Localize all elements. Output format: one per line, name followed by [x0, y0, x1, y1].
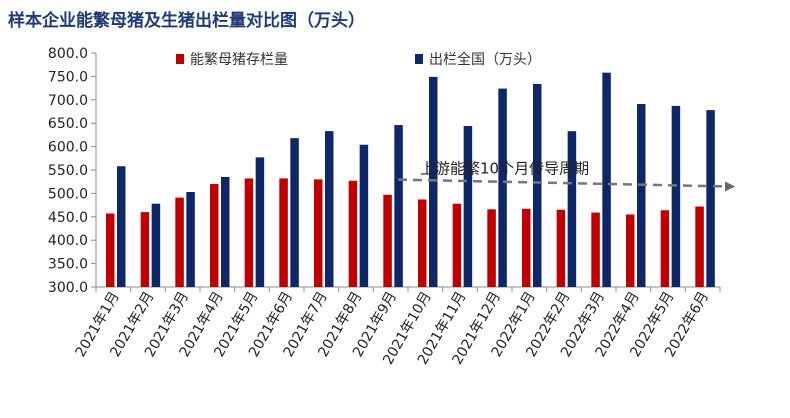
y-tick-label: 600.0	[48, 140, 88, 156]
sow-inventory-bar	[487, 209, 496, 287]
y-tick-label: 800.0	[48, 46, 88, 62]
hog-output-bar	[602, 72, 611, 287]
x-axis: 2021年1月2021年2月2021年3月2021年4月2021年5月2021年…	[73, 286, 721, 368]
hog-output-bar	[671, 105, 681, 287]
hog-output-bar	[186, 191, 195, 287]
bars	[106, 72, 715, 288]
sow-inventory-bar	[418, 199, 427, 287]
y-axis: 300.0 350.0 400.0 450.0 500.0 550.0 600.0 650.0…	[48, 46, 97, 296]
hog-output-bar	[567, 131, 577, 287]
legend-swatch	[176, 54, 184, 64]
hog-output-bar	[359, 144, 369, 287]
hog-output-bar	[325, 131, 334, 287]
hog-output-bar	[463, 126, 473, 288]
legend-label: 能繁母猪存栏量	[190, 52, 288, 68]
sow-inventory-bar	[244, 178, 254, 287]
sow-inventory-bar	[626, 214, 635, 287]
sow-inventory-bar	[695, 206, 704, 287]
hog-output-bar	[290, 138, 299, 287]
y-tick-label: 300.0	[48, 280, 88, 296]
annotation-label: 上游能繁10个月传导周期	[420, 160, 589, 178]
sow-inventory-bar	[452, 203, 462, 287]
hog-output-bar	[637, 104, 646, 288]
y-tick-label: 750.0	[48, 69, 88, 85]
sow-inventory-bar	[106, 213, 115, 287]
chart-title: 样本企业能繁母猪及生猪出栏量对比图（万头）	[8, 10, 365, 31]
hog-output-bar	[255, 157, 265, 287]
y-tick-label: 500.0	[48, 186, 88, 202]
annotation: 上游能繁10个月传导周期	[397, 160, 735, 192]
sow-inventory-bar	[140, 212, 150, 287]
sow-inventory-bar	[660, 210, 670, 287]
hog-output-bar	[221, 177, 230, 287]
hog-output-bar	[498, 88, 507, 288]
y-tick-label: 400.0	[48, 233, 88, 249]
y-tick-label: 700.0	[48, 93, 88, 109]
sow-inventory-bar	[556, 209, 566, 287]
hog-output-bar	[151, 203, 161, 287]
sow-inventory-bar	[175, 197, 184, 287]
hog-output-bar	[706, 110, 715, 287]
legend-swatch	[415, 54, 423, 64]
sow-inventory-bar	[591, 212, 600, 287]
sow-inventory-bar	[348, 180, 358, 287]
y-tick-label: 650.0	[48, 116, 88, 132]
sow-inventory-bar	[522, 208, 531, 287]
legend: 能繁母猪存栏量 出栏全国（万头）	[176, 51, 541, 68]
y-tick-label: 350.0	[48, 257, 88, 273]
hog-output-bar	[533, 83, 542, 287]
legend-label: 出栏全国（万头）	[429, 51, 541, 68]
hog-output-bar	[429, 76, 438, 287]
sow-inventory-bar	[210, 184, 219, 287]
hog-output-bar	[394, 125, 403, 288]
dashed-arrow	[397, 178, 735, 192]
y-tick-label: 450.0	[48, 210, 88, 226]
sow-inventory-bar	[383, 194, 392, 287]
y-tick-label: 550.0	[48, 163, 88, 179]
hog-output-bar	[117, 166, 126, 287]
sow-inventory-bar	[279, 178, 288, 287]
sow-inventory-bar	[314, 179, 323, 287]
